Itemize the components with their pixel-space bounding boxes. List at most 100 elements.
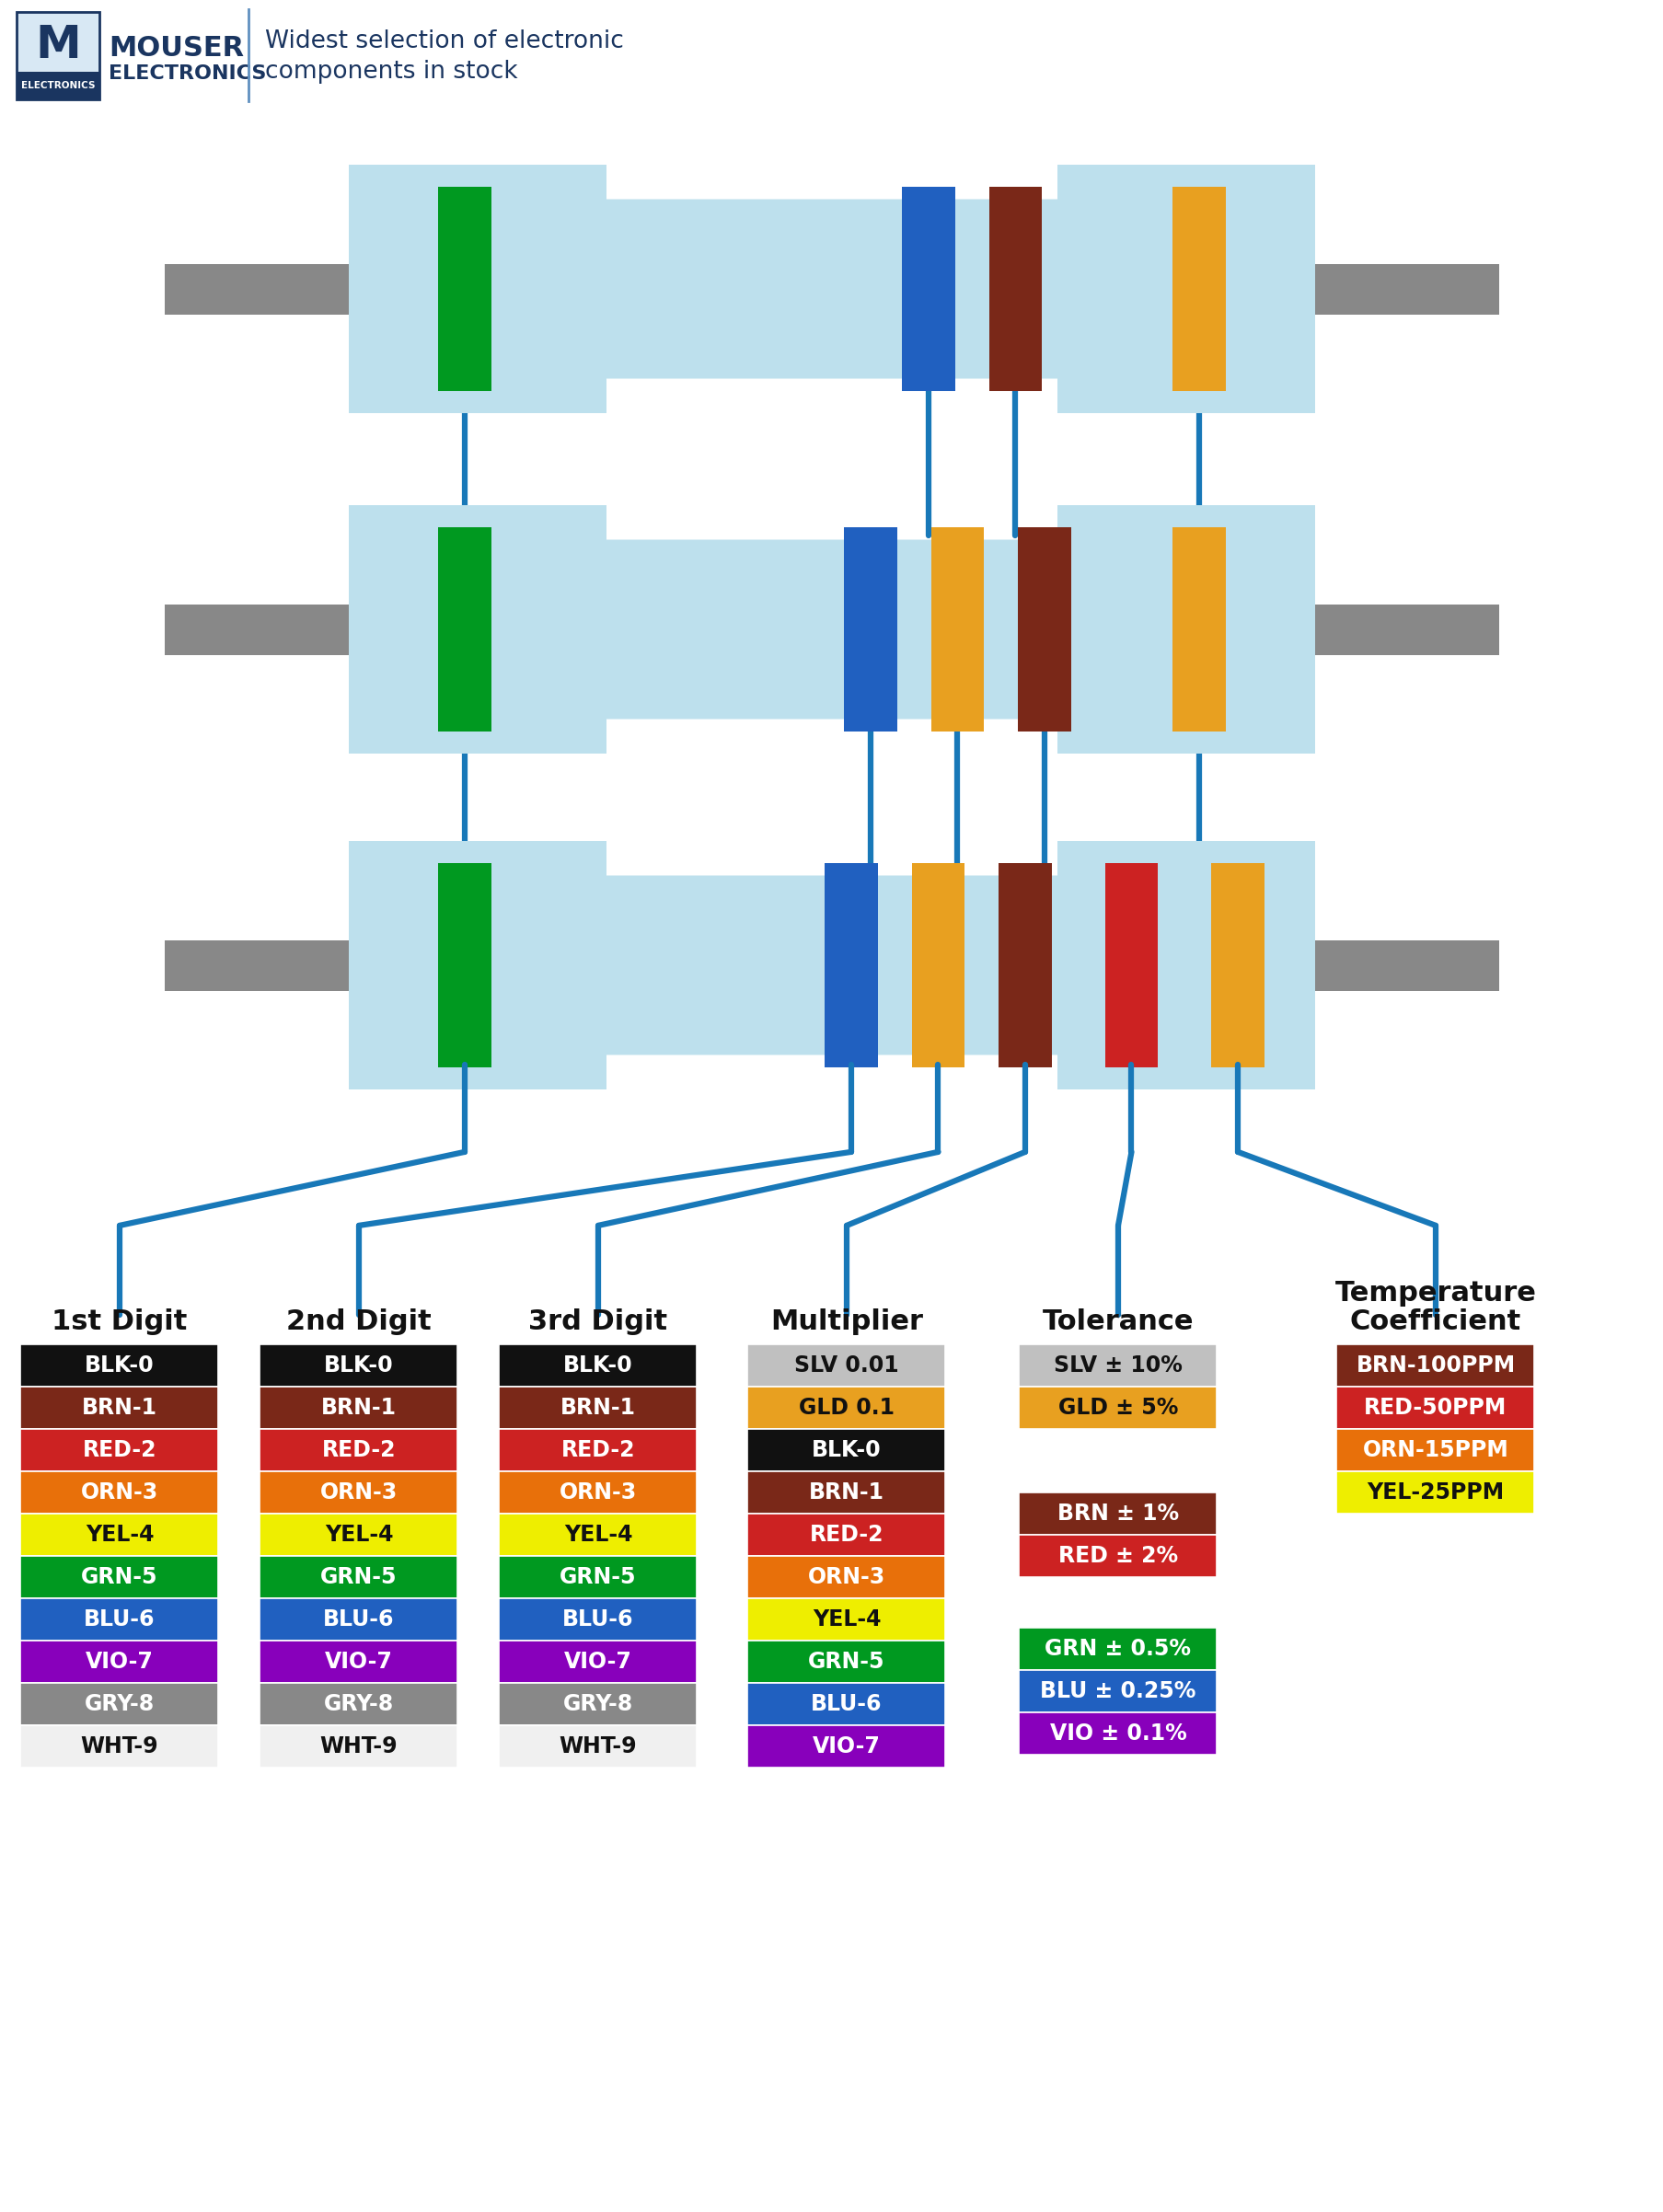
Bar xyxy=(20,1513,218,1555)
Bar xyxy=(747,1599,945,1641)
Bar xyxy=(259,1471,457,1513)
Bar xyxy=(20,1471,218,1513)
Bar xyxy=(437,188,491,392)
Text: BLU-6: BLU-6 xyxy=(562,1608,634,1630)
Bar xyxy=(20,1599,218,1641)
Text: BLK-0: BLK-0 xyxy=(812,1440,881,1462)
Bar xyxy=(499,1683,697,1725)
Text: components in stock: components in stock xyxy=(264,60,517,84)
Bar xyxy=(165,604,349,655)
Bar xyxy=(747,1641,945,1683)
Bar xyxy=(1172,526,1226,732)
Text: VIO-7: VIO-7 xyxy=(85,1650,153,1672)
Bar xyxy=(1019,1628,1216,1670)
Bar xyxy=(1314,940,1498,991)
Bar xyxy=(747,1471,945,1513)
Text: GRN-5: GRN-5 xyxy=(321,1566,397,1588)
Text: RED-2: RED-2 xyxy=(560,1440,635,1462)
Bar xyxy=(20,1345,218,1387)
Bar xyxy=(747,1345,945,1387)
Bar xyxy=(1019,1535,1216,1577)
Bar xyxy=(1104,863,1157,1066)
Text: ORN-3: ORN-3 xyxy=(319,1482,397,1504)
Bar xyxy=(20,1725,218,1767)
Text: Multiplier: Multiplier xyxy=(770,1310,923,1336)
Bar xyxy=(499,1641,697,1683)
Bar xyxy=(1211,863,1264,1066)
Text: GRY-8: GRY-8 xyxy=(324,1692,394,1714)
Text: BRN-1: BRN-1 xyxy=(560,1396,635,1418)
Text: BLK-0: BLK-0 xyxy=(324,1354,394,1376)
Text: WHT-9: WHT-9 xyxy=(319,1736,397,1759)
Bar xyxy=(20,1429,218,1471)
Bar xyxy=(1019,1712,1216,1754)
Bar xyxy=(1335,1345,1533,1387)
Bar xyxy=(911,863,965,1066)
Text: BLK-0: BLK-0 xyxy=(85,1354,155,1376)
Text: YEL-4: YEL-4 xyxy=(564,1524,632,1546)
Text: ORN-15PPM: ORN-15PPM xyxy=(1362,1440,1508,1462)
Bar xyxy=(259,1345,457,1387)
Text: GRN-5: GRN-5 xyxy=(81,1566,158,1588)
Text: M: M xyxy=(35,22,81,66)
Bar xyxy=(1172,188,1226,392)
Bar xyxy=(747,1555,945,1599)
Bar xyxy=(17,71,100,100)
Text: BLU-6: BLU-6 xyxy=(83,1608,155,1630)
Bar xyxy=(1018,526,1071,732)
Text: YEL-4: YEL-4 xyxy=(812,1608,880,1630)
Bar xyxy=(259,1683,457,1725)
Bar xyxy=(931,526,983,732)
Bar xyxy=(20,1641,218,1683)
Text: ORN-3: ORN-3 xyxy=(559,1482,637,1504)
Text: GLD ± 5%: GLD ± 5% xyxy=(1058,1396,1177,1418)
Bar xyxy=(165,263,349,314)
Text: RED-2: RED-2 xyxy=(810,1524,883,1546)
Bar xyxy=(259,1387,457,1429)
Text: SLV ± 10%: SLV ± 10% xyxy=(1053,1354,1182,1376)
Bar xyxy=(437,863,491,1066)
Text: BRN ± 1%: BRN ± 1% xyxy=(1056,1502,1179,1524)
PathPatch shape xyxy=(349,841,1314,1091)
Text: GLD 0.1: GLD 0.1 xyxy=(798,1396,895,1418)
Text: MOUSER: MOUSER xyxy=(108,35,244,62)
PathPatch shape xyxy=(349,164,1314,414)
Text: VIO-7: VIO-7 xyxy=(812,1736,880,1759)
Text: Tolerance: Tolerance xyxy=(1043,1310,1194,1336)
Text: Widest selection of electronic: Widest selection of electronic xyxy=(264,29,624,53)
Bar xyxy=(499,1555,697,1599)
Bar xyxy=(1335,1387,1533,1429)
Bar xyxy=(165,940,349,991)
Bar xyxy=(259,1599,457,1641)
Bar xyxy=(499,1599,697,1641)
Text: GRY-8: GRY-8 xyxy=(562,1692,634,1714)
Text: YEL-25PPM: YEL-25PPM xyxy=(1367,1482,1503,1504)
Text: ORN-3: ORN-3 xyxy=(808,1566,885,1588)
Text: 2nd Digit: 2nd Digit xyxy=(286,1310,431,1336)
Bar xyxy=(1019,1387,1216,1429)
Bar xyxy=(20,1387,218,1429)
Bar xyxy=(17,11,100,100)
Bar xyxy=(1314,604,1498,655)
Text: VIO-7: VIO-7 xyxy=(324,1650,392,1672)
Text: BRN-1: BRN-1 xyxy=(321,1396,396,1418)
PathPatch shape xyxy=(349,504,1314,754)
Text: GRN-5: GRN-5 xyxy=(559,1566,637,1588)
Bar xyxy=(259,1725,457,1767)
Text: WHT-9: WHT-9 xyxy=(80,1736,158,1759)
Bar xyxy=(259,1513,457,1555)
Text: ELECTRONICS: ELECTRONICS xyxy=(108,64,266,82)
Text: 3rd Digit: 3rd Digit xyxy=(529,1310,667,1336)
Bar xyxy=(901,188,955,392)
Bar xyxy=(1019,1345,1216,1387)
Text: RED-2: RED-2 xyxy=(83,1440,156,1462)
Bar xyxy=(259,1555,457,1599)
Bar xyxy=(499,1345,697,1387)
Text: WHT-9: WHT-9 xyxy=(559,1736,637,1759)
Text: GRY-8: GRY-8 xyxy=(85,1692,155,1714)
Text: ORN-3: ORN-3 xyxy=(81,1482,158,1504)
Bar xyxy=(747,1429,945,1471)
Text: RED ± 2%: RED ± 2% xyxy=(1058,1544,1177,1566)
Bar xyxy=(1019,1670,1216,1712)
Bar xyxy=(1019,1493,1216,1535)
